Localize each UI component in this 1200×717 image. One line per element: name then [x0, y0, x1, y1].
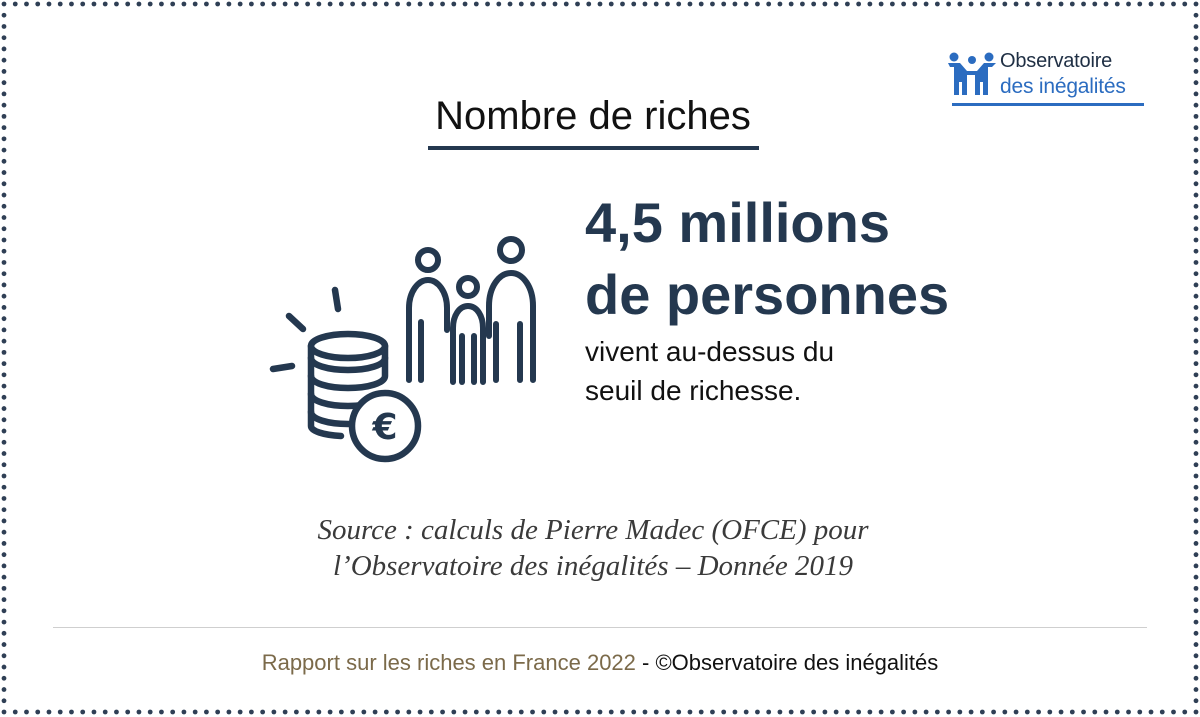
footer-copyright: ©Observatoire des inégalités	[655, 650, 939, 675]
footer: Rapport sur les riches en France 2022 - …	[0, 650, 1200, 676]
family-icon	[406, 236, 536, 385]
logo-underline	[952, 103, 1144, 106]
source-line-2: l’Observatoire des inégalités – Donnée 2…	[332, 550, 854, 582]
sparkle-rays-icon	[269, 286, 342, 373]
headline-count: 4,5 millions	[585, 191, 890, 254]
euro-coin-icon: €	[348, 389, 422, 463]
page-title: Nombre de riches	[435, 94, 751, 138]
wealth-illustration: €	[269, 236, 536, 463]
description-line-1: vivent au-dessus du	[585, 336, 835, 367]
description-line-2: seuil de richesse.	[585, 375, 802, 406]
footer-separator: -	[635, 650, 656, 675]
headline-people: de personnes	[585, 263, 950, 326]
logo-text-observatoire: Observatoire	[1000, 50, 1113, 72]
title-underline	[428, 146, 759, 150]
footer-divider	[53, 627, 1147, 628]
svg-text:€: €	[371, 407, 397, 448]
footer-report-title: Rapport sur les riches en France 2022	[261, 650, 636, 675]
logo-text-des-inegalites: des inégalités	[1000, 75, 1126, 98]
observatoire-logo[interactable]: Observatoire des inégalités	[945, 48, 1145, 110]
people-holding-hands-icon	[948, 52, 996, 95]
source-line-1: Source : calculs de Pierre Madec (OFCE) …	[317, 514, 869, 546]
